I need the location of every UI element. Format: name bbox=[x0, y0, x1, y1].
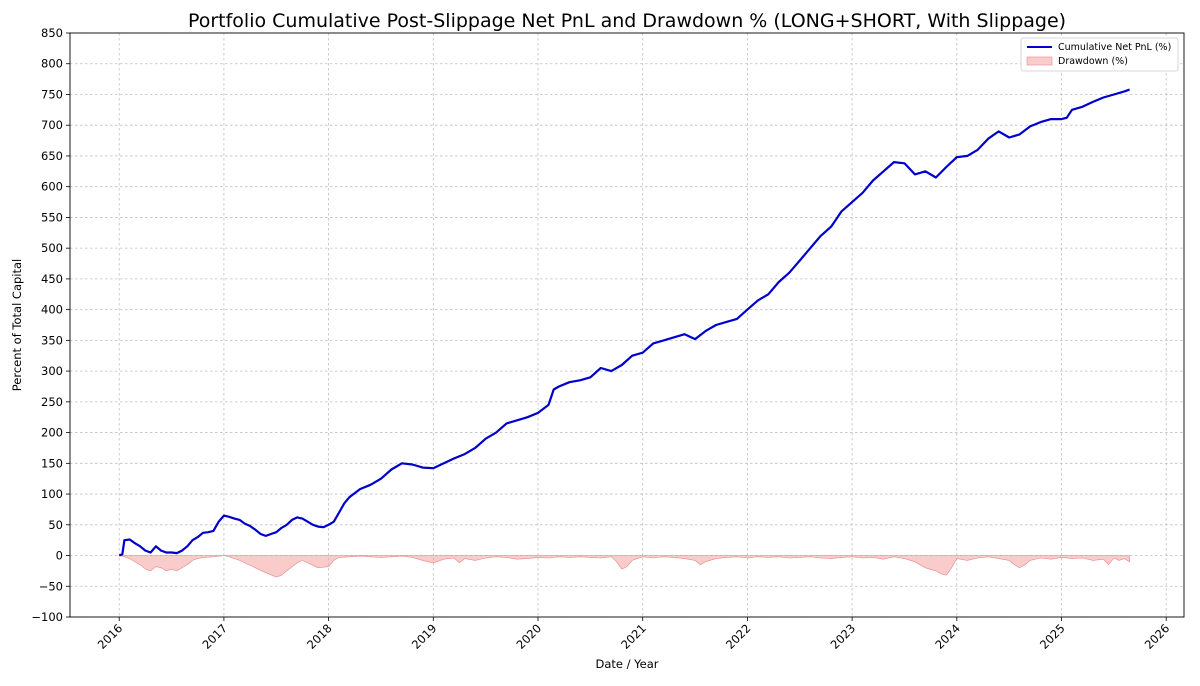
x-tick-label: 2021 bbox=[618, 621, 649, 652]
x-tick-label: 2024 bbox=[932, 621, 963, 652]
pnl-line bbox=[118, 88, 1130, 557]
x-tick-label: 2020 bbox=[514, 621, 545, 652]
legend-label-drawdown: Drawdown (%) bbox=[1058, 56, 1128, 67]
y-tick-label: −100 bbox=[31, 610, 63, 624]
x-tick-label: 2018 bbox=[304, 621, 335, 652]
y-tick-label: 450 bbox=[41, 272, 63, 286]
y-tick-label: 50 bbox=[48, 518, 63, 532]
chart-title: Portfolio Cumulative Post-Slippage Net P… bbox=[188, 10, 1066, 32]
legend: Cumulative Net PnL (%) Drawdown (%) bbox=[1020, 37, 1179, 72]
y-tick-label: 400 bbox=[41, 303, 63, 317]
y-tick-label: 600 bbox=[41, 180, 63, 194]
x-tick-label: 2026 bbox=[1142, 621, 1173, 652]
x-axis-label: Date / Year bbox=[595, 657, 658, 671]
y-tick-label: 300 bbox=[41, 364, 63, 378]
plot-frame bbox=[69, 32, 1185, 618]
y-tick-label: 500 bbox=[41, 241, 63, 255]
x-tick-label: 2022 bbox=[723, 621, 754, 652]
legend-swatch-drawdown bbox=[1026, 56, 1053, 66]
y-tick-label: 550 bbox=[41, 210, 63, 224]
y-tick-label: 350 bbox=[41, 333, 63, 347]
y-tick-label: 100 bbox=[41, 487, 63, 501]
x-tick-label: 2016 bbox=[95, 621, 126, 652]
x-tick-label: 2019 bbox=[409, 621, 440, 652]
drawdown-area bbox=[119, 555, 1130, 578]
y-axis: −100 −50 0 50 100 150 200 250 300 350 400 450 500 550… bbox=[31, 26, 70, 624]
y-tick-label: 850 bbox=[41, 26, 63, 40]
y-tick-label: 800 bbox=[41, 57, 63, 71]
grid bbox=[70, 32, 1184, 618]
x-tick-label: 2023 bbox=[828, 621, 859, 652]
y-tick-label: 700 bbox=[41, 118, 63, 132]
x-tick-label: 2025 bbox=[1037, 621, 1068, 652]
y-tick-label: 750 bbox=[41, 87, 63, 101]
y-tick-label: 150 bbox=[41, 456, 63, 470]
y-tick-label: 200 bbox=[41, 426, 63, 440]
pnl-line-layer bbox=[118, 88, 1130, 557]
x-axis: 2016 2017 2018 2019 2020 2021 2022 2023 2024 2025… bbox=[95, 617, 1173, 652]
y-tick-label: 650 bbox=[41, 149, 63, 163]
legend-label-pnl: Cumulative Net PnL (%) bbox=[1058, 42, 1171, 53]
legend-box bbox=[1020, 37, 1179, 72]
y-axis-label: Percent of Total Capital bbox=[10, 259, 24, 392]
x-tick-label: 2017 bbox=[199, 621, 230, 652]
drawdown-area-layer bbox=[119, 555, 1130, 578]
y-tick-label: 0 bbox=[56, 549, 63, 563]
y-tick-label: −50 bbox=[39, 579, 63, 593]
y-tick-label: 250 bbox=[41, 395, 63, 409]
